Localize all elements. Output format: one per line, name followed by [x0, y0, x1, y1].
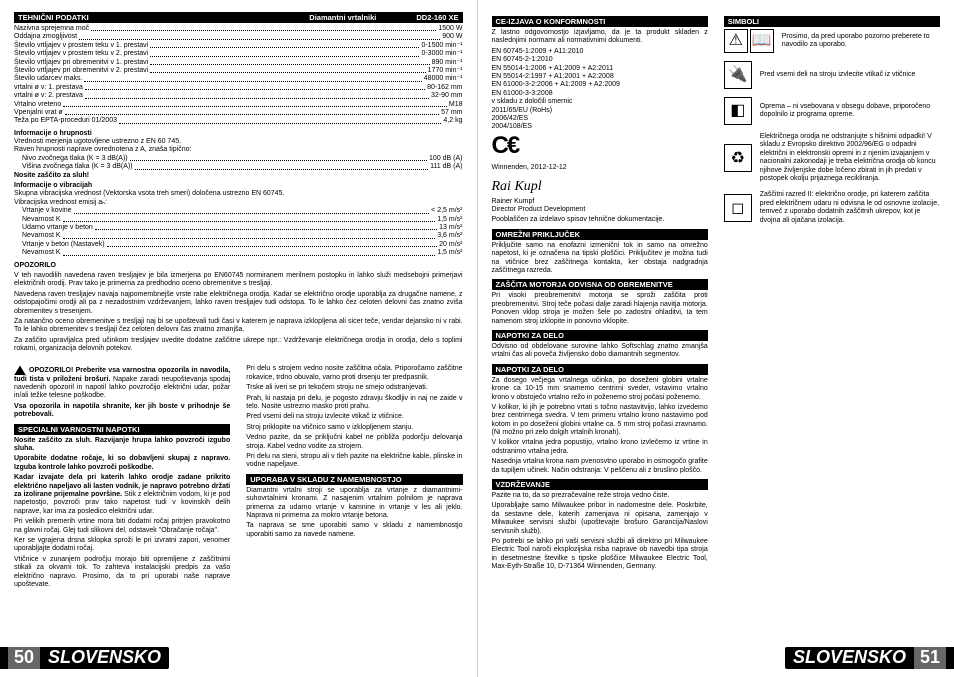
manual-icon: 📖: [750, 29, 774, 53]
sym-txt-3: Oprema – ni vsebovana v obsegu dobave, p…: [760, 103, 940, 120]
prot-heading: ZAŠČITA MOTORJA ODVISNA OD OBREMENITVE: [492, 279, 708, 290]
ce-name: Rainer Kumpf: [492, 198, 708, 206]
usage-heading: UPORABA V SKLADU Z NAMEMBNOSTJO: [246, 474, 462, 485]
nap1-p: Odvisno od obdelovane surovine lahko Sof…: [492, 343, 708, 360]
c2-p5: Stroj priklopite na vtičnico samo v izkl…: [246, 424, 462, 432]
page-footer-right: SLOVENSKO 51: [785, 647, 954, 669]
sf-p3: Kadar izvajate dela pri katerih lahko or…: [14, 474, 230, 516]
nap2-p4: Nasednja vrtalna krona nam pvenosvtno up…: [492, 458, 708, 475]
nap2-p1: Za dosego večjega vrtalnega učinka, po d…: [492, 377, 708, 402]
sf-p7: Vtičnice v zunanjem področju morajo biti…: [14, 556, 230, 590]
ce-heading: CE-IZJAVA O KONFORMNOSTI: [492, 16, 708, 27]
noise-intro: Vrednosti merjenja ugotovljene ustrezno …: [14, 138, 463, 146]
warn-keep: Vsa opozorila in napotila shranite, ker …: [14, 403, 230, 420]
opoz-p3: Za natančno oceno obremenitve s tresljaj…: [14, 318, 463, 335]
sym-txt-1: Prosimo, da pred uporabo pozorno prebere…: [782, 33, 940, 50]
ce-std: 2011/65/EU (RoHs): [492, 107, 708, 115]
nap1-heading: NAPOTKI ZA DELO: [492, 330, 708, 341]
sym-heading: SIMBOLI: [724, 16, 940, 27]
ce-std: EN 60745-1:2009 + A11:2010: [492, 48, 708, 56]
nap2-heading: NAPOTKI ZA DELO: [492, 364, 708, 375]
sym-row-plug: 🔌 Pred vsemi deli na stroju izvlecite vt…: [724, 61, 940, 89]
sym-txt-2: Pred vsemi deli na stroju izvlecite vtik…: [760, 71, 916, 79]
c2-p2: Trske ali iveri se pri tekočem stroju ne…: [246, 384, 462, 392]
sym-row-class2: ◻ Zaščitni razred II: električno orodje,…: [724, 191, 940, 225]
maint-heading: VZDRŽEVANJE: [492, 479, 708, 490]
c2-p3: Prah, ki nastaja pri delu, je pogosto zd…: [246, 395, 462, 412]
ce-std: 2004/108/ES: [492, 123, 708, 131]
accessory-icon: ◧: [724, 97, 752, 125]
ce-std: EN 61000-3-2:2006 + A1:2009 + A2:2009: [492, 81, 708, 89]
sf-p6: Ker se vgrajena drsna sklopka sproži le …: [14, 537, 230, 554]
sym-row-weee: ♻ Električnega orodja ne odstranjujte s …: [724, 133, 940, 183]
maint-p2: Uporabljajte samo Milwaukee pribor in na…: [492, 502, 708, 536]
warning-icon: [14, 365, 26, 375]
sf-p2: Uporabite dodatne ročaje, ki so dobavlje…: [14, 455, 230, 472]
c2-p4: Pred vsemi deli na stroju izvlecite vtik…: [246, 413, 462, 421]
sym-row-accessory: ◧ Oprema – ni vsebovana v obsegu dobave,…: [724, 97, 940, 125]
class2-icon: ◻: [724, 194, 752, 222]
ce-std: EN 60745-2-1:2010: [492, 56, 708, 64]
nap2-p3: V kolikor vrtalna jedra popustijo, vrtal…: [492, 439, 708, 456]
sym-txt-4: Električnega orodja ne odstranjujte s hi…: [760, 133, 940, 183]
sf-p5: Pri velikih premerih vrtine mora biti do…: [14, 518, 230, 535]
page-lang-right: SLOVENSKO: [793, 647, 906, 669]
signature-icon: Rai Kupl: [492, 179, 708, 196]
opoz-p2: Navedena raven tresljajev navaja najpome…: [14, 291, 463, 316]
sym-txt-5: Zaščitni razred II: električno orodje, p…: [760, 191, 940, 225]
ce-std: v skladu z določili smernic: [492, 98, 708, 106]
vib-title: Informacije o vibracijah: [14, 182, 463, 190]
ce-place: Winnenden, 2012-12-12: [492, 164, 708, 172]
page-num-left: 50: [8, 647, 40, 669]
tech-cat: Diamantni vrtalniki: [309, 13, 376, 22]
attention-icon: ⚠: [724, 29, 748, 53]
sf-p1: Nosite zaščito za sluh. Razvijanje hrupa…: [14, 437, 230, 454]
unplug-icon: 🔌: [724, 61, 752, 89]
opoz-title: OPOZORILO: [14, 262, 463, 270]
weee-icon: ♻: [724, 144, 752, 172]
maint-p1: Pazite na to, da so prezračevalne reže s…: [492, 492, 708, 500]
c2-p1: Pri delu s strojem vedno nosite zaščitna…: [246, 365, 462, 382]
tech-model: DD2-160 XE: [416, 13, 458, 22]
ce-auth: Pooblaščen za izdelavo spisov tehnične d…: [492, 216, 708, 224]
prot-p: Pri visoki preobremenitvi motorja se spr…: [492, 292, 708, 326]
opoz-p1: V teh navodilih navedena raven tresljaje…: [14, 272, 463, 289]
spec-row: Teža po EPTA-proceduri 01/20034,2 kg: [14, 117, 463, 125]
noise-title: Informacije o hrupnosti: [14, 130, 463, 138]
opoz-p4: Za zaščito upravljalca pred učinkom tres…: [14, 337, 463, 354]
ce-std: 2006/42/ES: [492, 115, 708, 123]
noise-row: Višina zvočnega tlaka (K = 3 dB(A))111 d…: [14, 163, 463, 171]
ce-intro: Z lastno odgovornostjo izjavljamo, da je…: [492, 29, 708, 46]
tech-title: TEHNIČNI PODATKI: [18, 13, 309, 22]
safety-heading: SPECIALNI VARNOSTNI NAPOTKI: [14, 424, 230, 435]
c2-p6: Vedno pazite, da se priključni kabel ne …: [246, 434, 462, 451]
page-num-right: 51: [914, 647, 946, 669]
page-lang-left: SLOVENSKO: [48, 647, 161, 669]
usage-p1: Diamantni vrtalni stroji se uporablja za…: [246, 487, 462, 521]
nap2-p2: V kolikor, ki jih je potrebno vrtati s t…: [492, 404, 708, 438]
usage-p2: Ta naprava se sme uporabiti samo v sklad…: [246, 522, 462, 539]
sym-row-manual: ⚠📖 Prosimo, da pred uporabo pozorno preb…: [724, 29, 940, 53]
warn-block: OPOZORILO! Preberite vsa varnostna opozo…: [14, 365, 230, 400]
vib-row: Nevarnost K1,5 m/s²: [14, 249, 463, 257]
vib-intro: Skupna vibracijska vrednost (Vektorska v…: [14, 190, 463, 198]
ce-std: EN 55014-1:2006 + A1:2009 + A2:2011: [492, 65, 708, 73]
ce-std: EN 55014-2:1997 + A1:2001 + A2:2008: [492, 73, 708, 81]
tech-header: TEHNIČNI PODATKI Diamantni vrtalniki DD2…: [14, 12, 463, 23]
c2-p7: Pri delu na steni, stropu ali v tleh paz…: [246, 453, 462, 470]
conn-heading: OMREŽNI PRIKLJUČEK: [492, 229, 708, 240]
conn-p: Priključite samo na enofazni izmenični t…: [492, 242, 708, 276]
ce-std: EN 61000-3-3:2008: [492, 90, 708, 98]
page-footer-left: 50 SLOVENSKO: [0, 647, 169, 669]
ce-title: Director Product Development: [492, 206, 708, 214]
ce-mark-icon: C€: [492, 132, 708, 161]
noise-wear: Nosite zaščito za sluh!: [14, 172, 463, 180]
maint-p3: Po potrebi se lahko pri vaši servisni sl…: [492, 538, 708, 572]
